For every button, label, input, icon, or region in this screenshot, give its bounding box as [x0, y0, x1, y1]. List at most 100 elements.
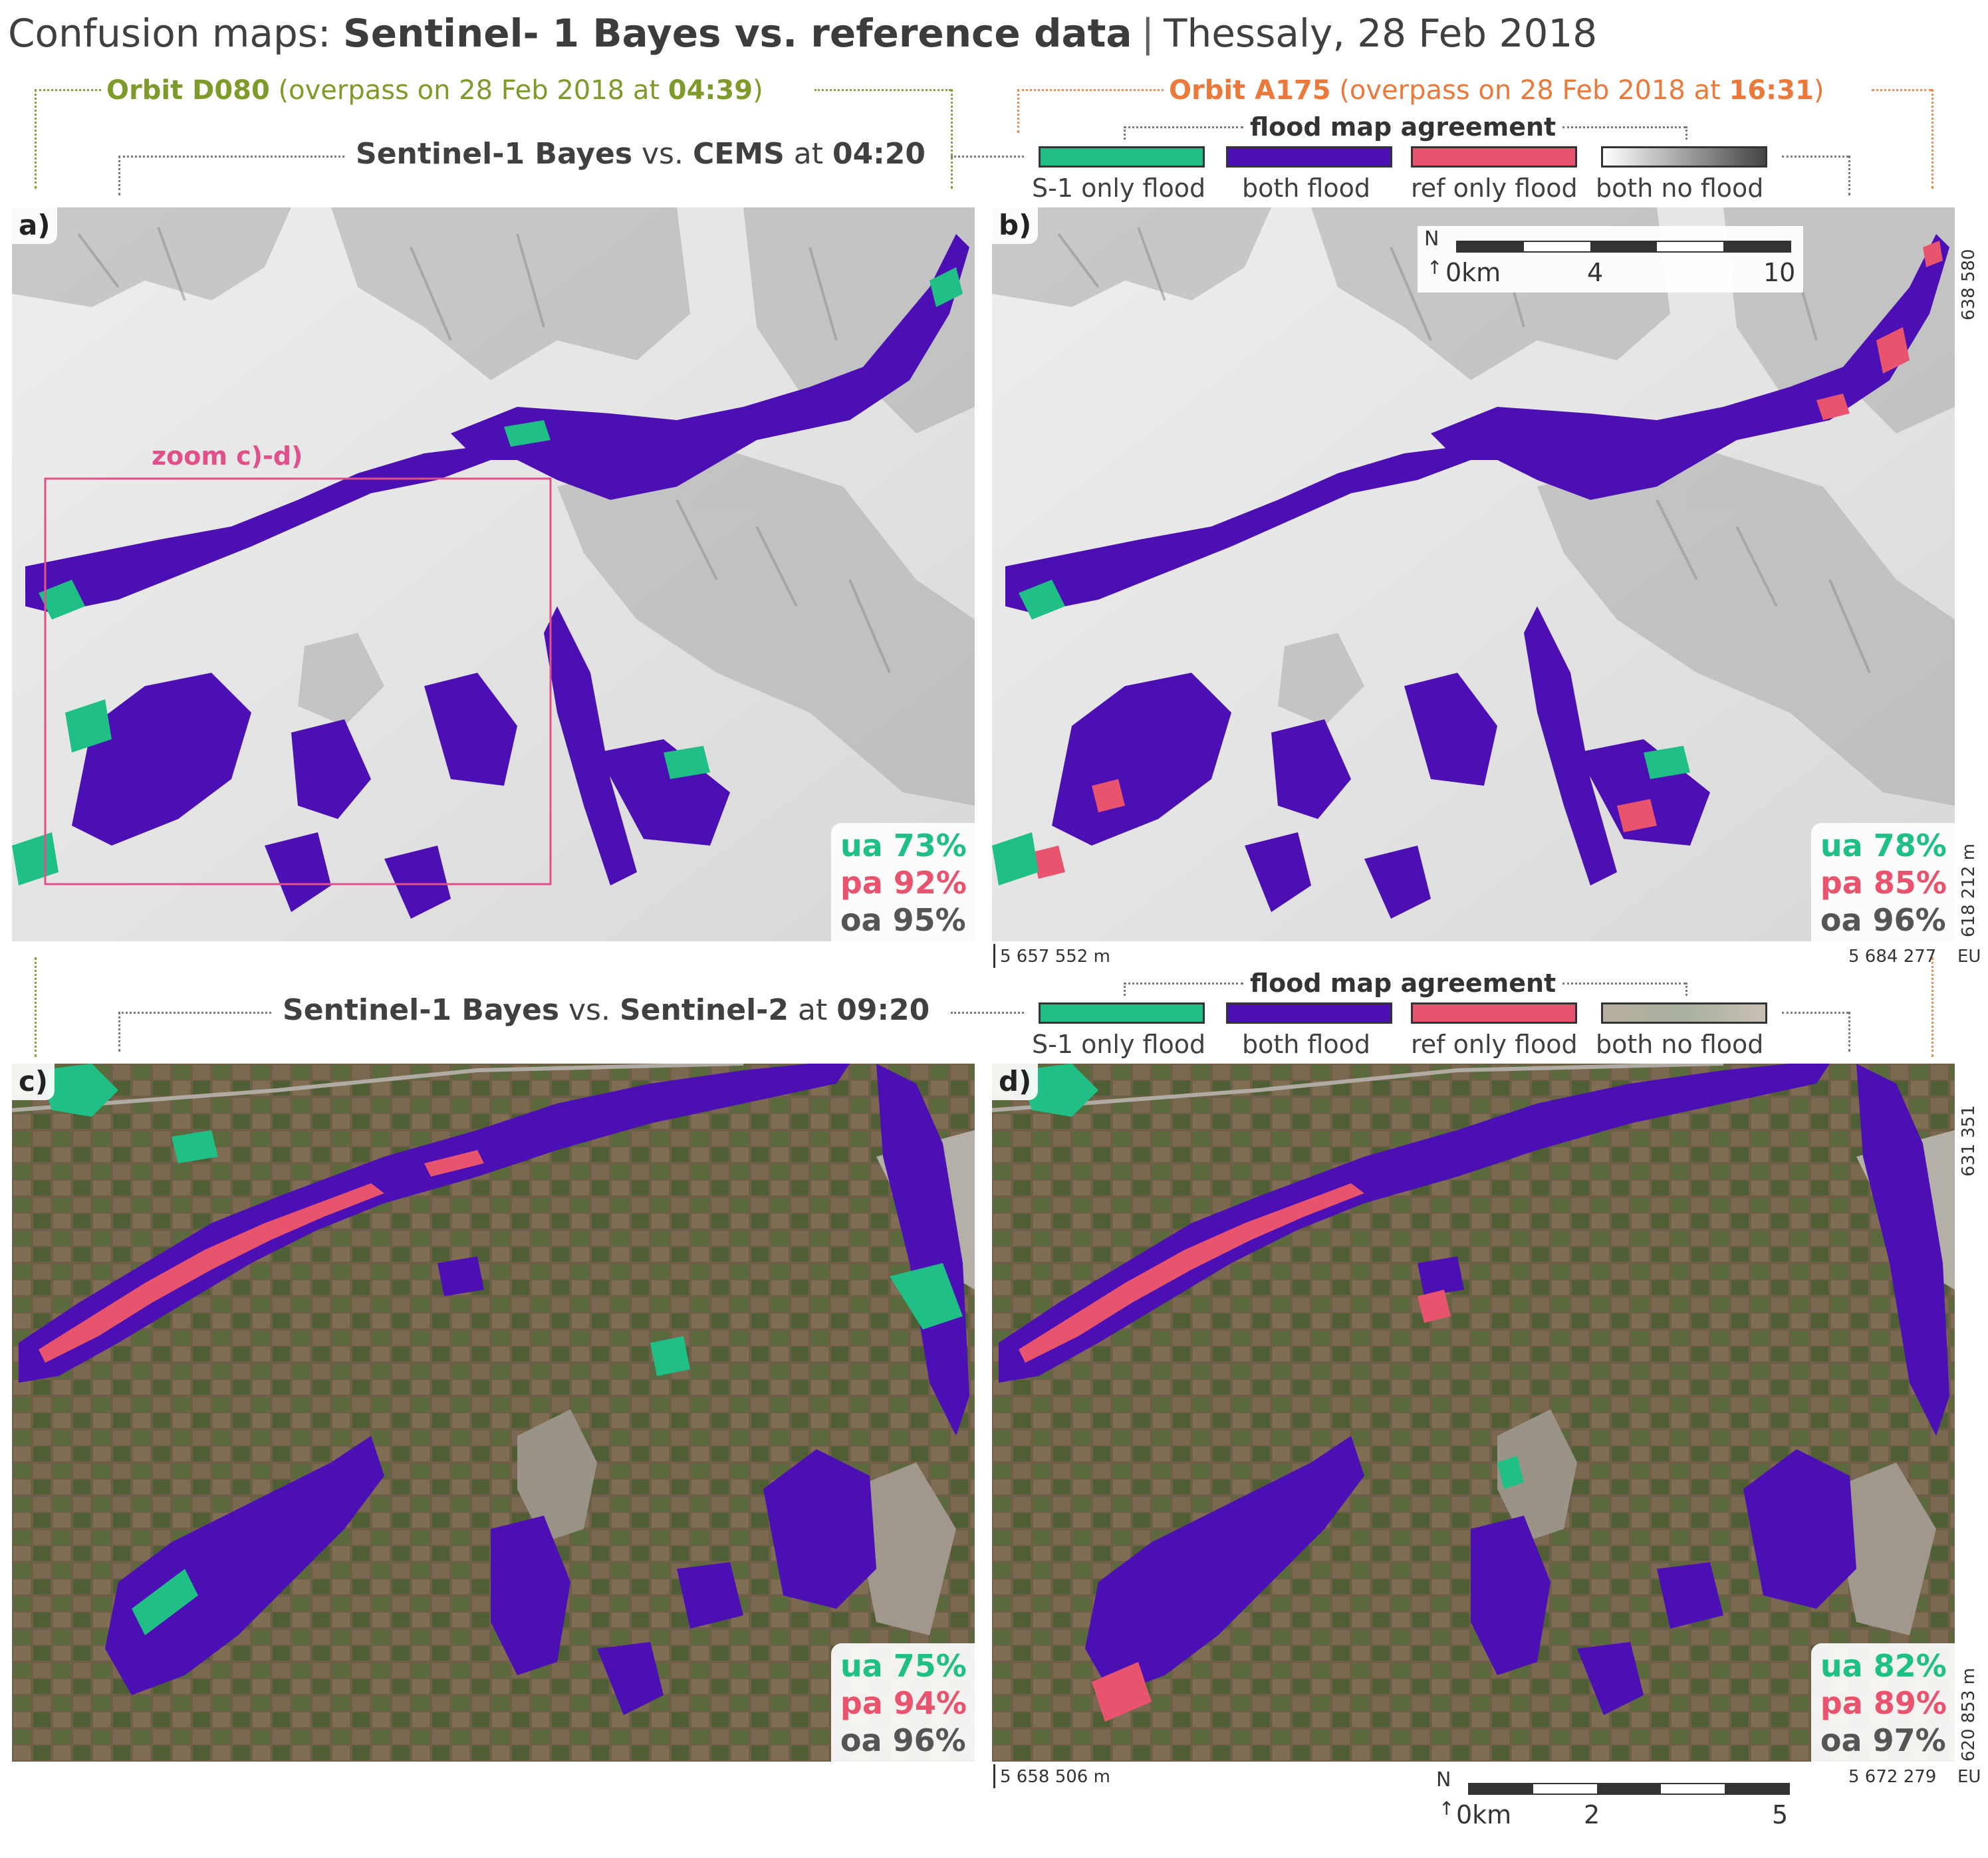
coord-top-x-tick-left [993, 944, 995, 968]
orbit-right-name: Orbit A175 [1169, 75, 1331, 106]
orbit-left-bracket-h1 [35, 89, 101, 91]
legend-top-swatch-both-flood [1226, 146, 1392, 168]
coord-bottom-x-left: 5 658 506 m [1000, 1767, 1110, 1787]
legend-bottom-line-right [1782, 1012, 1848, 1014]
coord-top-y-top: 638 580 [1959, 249, 1979, 320]
legend-bottom-swatch-s1-only [1039, 1002, 1205, 1024]
zoom-label: zoom c)-d) [152, 441, 303, 471]
legend-bottom-bracket-right [1562, 983, 1685, 985]
comparison-top-title: Sentinel-1 Bayes vs. CEMS at 04:20 [356, 134, 926, 174]
north-arrow-bottom-icon: ↑ [1439, 1798, 1455, 1819]
comparison-top-b: CEMS [692, 137, 785, 171]
orbit-right-close: ) [1813, 75, 1824, 106]
orbit-left-detail: (overpass on 28 Feb 2018 at [269, 75, 668, 106]
comparison-bottom-line-right [951, 1012, 1024, 1014]
comparison-bottom-a: Sentinel-1 Bayes [283, 993, 560, 1027]
orbit-right-bracket-h1 [1017, 89, 1164, 91]
panel-c-metrics: ua 75% pa 94% oa 96% [830, 1643, 975, 1762]
orbit-right-bracket-v1 [1017, 89, 1019, 133]
panel-b-oa: oa 96% [1820, 902, 1946, 938]
comparison-top-line-right [951, 156, 1024, 158]
title-separator: | [1141, 11, 1155, 56]
panel-a-metrics: ua 73% pa 92% oa 95% [830, 823, 975, 941]
comparison-top-at: at [784, 137, 832, 171]
legend-bottom-label-both-flood: both flood [1242, 1030, 1370, 1059]
orbit-left-bracket-v3 [35, 957, 37, 1057]
coord-top-unit: EU [1957, 947, 1981, 967]
coord-bottom-unit: EU [1957, 1767, 1981, 1787]
orbit-left-bracket-h2 [814, 89, 951, 91]
orbit-right-bracket-v2 [1931, 89, 1933, 189]
map-panel-a: zoom c)-d) a) ua 73% pa 92% oa 95% [12, 207, 975, 941]
map-d-svg [992, 1064, 1955, 1762]
panel-d-label: d) [992, 1064, 1039, 1100]
scalebar-top-label-1: 4 [1587, 258, 1604, 287]
orbit-right-bracket-v3 [1931, 957, 1933, 1057]
scalebar-top-north: N [1424, 227, 1439, 251]
panel-a-label: a) [12, 207, 57, 244]
legend-top-label-ref-only: ref only flood [1411, 174, 1578, 203]
legend-bottom-swatch-no-flood [1601, 1002, 1767, 1024]
orbit-right-detail: (overpass on 28 Feb 2018 at [1330, 75, 1729, 106]
legend-top-bracket-left [1124, 126, 1243, 128]
title-prefix: Confusion maps: [8, 11, 343, 56]
orbit-left-time: 04:39 [668, 75, 753, 106]
legend-bottom-title: flood map agreement [1250, 969, 1556, 998]
scalebar-bottom-label-2: 5 [1772, 1800, 1789, 1829]
legend-top-swatch-no-flood [1601, 146, 1767, 168]
panel-d-pa: pa 89% [1820, 1685, 1947, 1721]
comparison-top-a: Sentinel-1 Bayes [356, 137, 633, 171]
coord-bottom-y-bottom: 620 853 m [1959, 1667, 1979, 1762]
legend-top-line-right-v [1848, 156, 1850, 195]
panel-d-ua: ua 82% [1820, 1648, 1947, 1684]
scalebar-bottom-label-0: 0km [1456, 1800, 1512, 1829]
legend-top-label-no-flood: both no flood [1596, 174, 1764, 203]
map-c-svg [12, 1064, 975, 1762]
orbit-right-header: Orbit A175 (overpass on 28 Feb 2018 at 1… [1169, 72, 1824, 109]
orbit-right-bracket-h2 [1872, 89, 1931, 91]
panel-a-ua: ua 73% [840, 828, 967, 864]
coord-bottom-x-right: 5 672 279 [1848, 1767, 1937, 1787]
map-panel-c: c) ua 75% pa 94% oa 96% [12, 1064, 975, 1762]
coord-bottom-x-tick-left [993, 1764, 995, 1788]
panel-c-ua: ua 75% [840, 1648, 967, 1684]
figure-title: Confusion maps: Sentinel- 1 Bayes vs. re… [8, 7, 1597, 60]
legend-top-bracket-right [1562, 126, 1685, 128]
comparison-bottom-line-left [118, 1012, 271, 1014]
scalebar-bottom: N ↑ 0km 2 5 [1429, 1768, 1802, 1841]
map-panel-d: d) ua 82% pa 89% oa 97% [992, 1064, 1955, 1762]
comparison-bottom-b: Sentinel-2 [619, 993, 789, 1027]
scalebar-top: N ↑ 0km 4 10 [1418, 226, 1803, 292]
panel-a-pa: pa 92% [840, 865, 967, 901]
comparison-bottom-at: at [789, 993, 837, 1027]
panel-a-oa: oa 95% [840, 902, 966, 938]
legend-top-title: flood map agreement [1250, 112, 1556, 142]
legend-bottom-swatch-ref-only [1411, 1002, 1577, 1024]
coord-top-x-left: 5 657 552 m [1000, 947, 1110, 967]
orbit-left-close: ) [753, 75, 763, 106]
legend-bottom-label-ref-only: ref only flood [1411, 1030, 1578, 1059]
scalebar-top-label-0: 0km [1445, 258, 1501, 287]
legend-bottom-line-right-v [1848, 1012, 1850, 1052]
map-a-svg [12, 207, 975, 941]
map-b-svg [992, 207, 1955, 941]
legend-top-line-right [1782, 156, 1848, 158]
coord-bottom-y-top: 631 351 [1959, 1105, 1979, 1177]
comparison-top-time: 04:20 [832, 137, 926, 171]
comparison-top-line-left [118, 156, 344, 158]
legend-top-label-both-flood: both flood [1242, 174, 1370, 203]
legend-top-bracket-right-v [1685, 126, 1687, 140]
scalebar-bottom-north: N [1436, 1768, 1451, 1792]
legend-bottom-bracket-left [1124, 983, 1243, 985]
comparison-bottom-vs: vs. [559, 993, 620, 1027]
panel-c-label: c) [12, 1064, 55, 1100]
title-bold: Sentinel- 1 Bayes vs. reference data [343, 11, 1132, 56]
orbit-left-bracket-v2 [951, 89, 953, 189]
legend-top-swatch-s1-only [1039, 146, 1205, 168]
orbit-right-time: 16:31 [1729, 75, 1814, 106]
panel-c-pa: pa 94% [840, 1685, 967, 1721]
coord-top-y-bottom: 618 212 m [1959, 843, 1979, 937]
title-suffix: Thessaly, 28 Feb 2018 [1164, 11, 1598, 56]
comparison-bottom-title: Sentinel-1 Bayes vs. Sentinel-2 at 09:20 [283, 990, 930, 1030]
coord-top-x-right: 5 684 277 [1848, 947, 1937, 967]
